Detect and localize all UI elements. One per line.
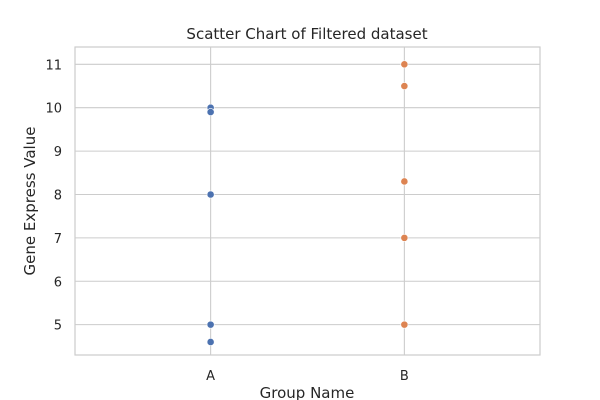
grid-lines (75, 47, 540, 355)
y-tick-label: 7 (54, 232, 62, 247)
data-point (400, 177, 409, 186)
y-tick-label: 11 (45, 58, 62, 73)
plot-frame (74, 46, 541, 356)
data-point (400, 60, 409, 69)
data-point (206, 108, 215, 116)
y-tick-label: 10 (45, 102, 62, 117)
y-axis-label: Gene Express Value (21, 127, 39, 276)
x-tick-label: A (206, 369, 215, 384)
data-point (400, 82, 409, 90)
data-point (400, 320, 409, 329)
y-tick-labels: 5 6 7 8 9 10 11 (45, 58, 62, 333)
data-point (206, 320, 215, 329)
y-tick-label: 9 (54, 145, 62, 160)
data-point (206, 190, 215, 199)
x-tick-label: B (400, 369, 409, 384)
data-points (206, 60, 409, 346)
data-point (206, 338, 215, 346)
y-tick-label: 8 (54, 188, 62, 203)
chart-title: Scatter Chart of Filtered dataset (186, 25, 427, 43)
y-tick-label: 5 (54, 319, 62, 334)
y-tick-label: 6 (54, 275, 62, 290)
x-axis-label: Group Name (260, 384, 355, 400)
data-point (400, 233, 409, 242)
